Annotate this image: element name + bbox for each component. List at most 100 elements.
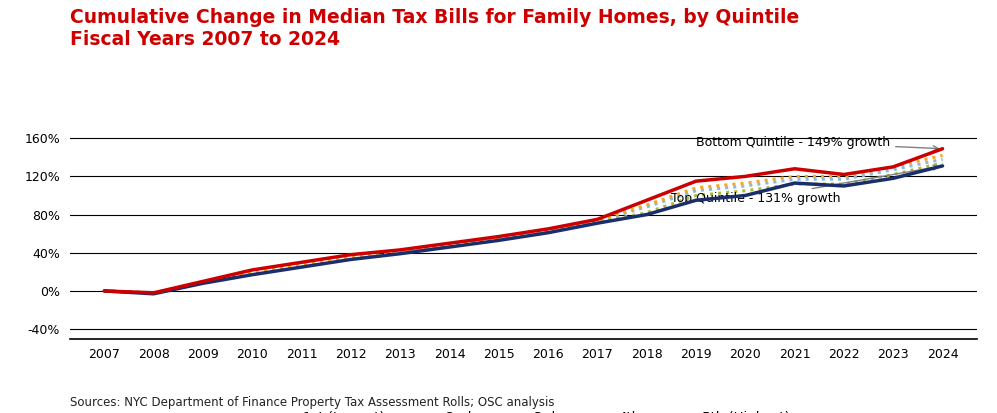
2nd: [740, 180, 752, 185]
4th: [493, 237, 504, 242]
3rd: [789, 177, 801, 182]
3rd: [936, 157, 948, 162]
3rd: [837, 177, 849, 182]
5th (Highest): [542, 230, 554, 235]
3rd: [493, 236, 504, 241]
4th: [394, 250, 406, 255]
4th: [690, 193, 702, 198]
3rd: [345, 255, 357, 260]
1st (Lowest): [641, 198, 653, 203]
1st (Lowest): [936, 146, 948, 151]
5th (Highest): [591, 221, 603, 225]
Line: 4th: 4th: [105, 163, 942, 293]
Legend: 1st (Lowest), 2nd, 3rd, 4th, 5th (Highest): 1st (Lowest), 2nd, 3rd, 4th, 5th (Highes…: [251, 406, 796, 413]
4th: [591, 220, 603, 225]
5th (Highest): [690, 198, 702, 203]
5th (Highest): [641, 212, 653, 217]
1st (Lowest): [99, 288, 111, 293]
2nd: [493, 235, 504, 240]
3rd: [690, 188, 702, 193]
3rd: [99, 288, 111, 293]
5th (Highest): [99, 288, 111, 293]
2nd: [99, 288, 111, 293]
3rd: [295, 263, 307, 268]
2nd: [936, 153, 948, 158]
5th (Highest): [197, 281, 209, 286]
5th (Highest): [887, 176, 899, 181]
2nd: [197, 280, 209, 285]
1st (Lowest): [887, 164, 899, 169]
2nd: [295, 262, 307, 267]
5th (Highest): [740, 193, 752, 198]
4th: [246, 271, 258, 276]
1st (Lowest): [345, 252, 357, 257]
4th: [345, 256, 357, 261]
Text: Cumulative Change in Median Tax Bills for Family Homes, by Quintile
Fiscal Years: Cumulative Change in Median Tax Bills fo…: [70, 8, 799, 49]
Text: Sources: NYC Department of Finance Property Tax Assessment Rolls; OSC analysis: Sources: NYC Department of Finance Prope…: [70, 396, 554, 409]
3rd: [197, 280, 209, 285]
5th (Highest): [148, 291, 160, 296]
3rd: [444, 243, 456, 248]
2nd: [789, 174, 801, 179]
1st (Lowest): [740, 174, 752, 179]
3rd: [246, 271, 258, 275]
1st (Lowest): [197, 279, 209, 284]
4th: [837, 182, 849, 187]
5th (Highest): [345, 257, 357, 262]
1st (Lowest): [789, 166, 801, 171]
1st (Lowest): [148, 290, 160, 295]
Line: 2nd: 2nd: [105, 155, 942, 293]
5th (Highest): [295, 265, 307, 270]
2nd: [542, 228, 554, 233]
5th (Highest): [789, 180, 801, 185]
4th: [542, 229, 554, 234]
2nd: [690, 185, 702, 190]
2nd: [641, 202, 653, 207]
5th (Highest): [246, 272, 258, 277]
2nd: [345, 254, 357, 259]
3rd: [591, 219, 603, 224]
1st (Lowest): [690, 179, 702, 184]
1st (Lowest): [591, 217, 603, 222]
3rd: [740, 183, 752, 188]
3rd: [641, 204, 653, 209]
1st (Lowest): [246, 268, 258, 273]
2nd: [394, 248, 406, 253]
4th: [641, 210, 653, 215]
Text: Top Quintile - 131% growth: Top Quintile - 131% growth: [671, 165, 938, 205]
3rd: [394, 249, 406, 254]
4th: [740, 188, 752, 193]
4th: [789, 182, 801, 187]
5th (Highest): [394, 251, 406, 256]
4th: [444, 244, 456, 249]
5th (Highest): [493, 238, 504, 243]
4th: [99, 288, 111, 293]
2nd: [591, 218, 603, 223]
1st (Lowest): [837, 172, 849, 177]
4th: [295, 263, 307, 268]
3rd: [887, 167, 899, 172]
1st (Lowest): [295, 260, 307, 265]
2nd: [246, 269, 258, 274]
Line: 5th (Highest): 5th (Highest): [105, 166, 942, 294]
1st (Lowest): [444, 241, 456, 246]
4th: [148, 290, 160, 295]
Line: 1st (Lowest): 1st (Lowest): [105, 149, 942, 293]
5th (Highest): [936, 164, 948, 169]
2nd: [837, 174, 849, 179]
2nd: [887, 164, 899, 169]
4th: [936, 161, 948, 166]
2nd: [148, 290, 160, 295]
3rd: [542, 228, 554, 233]
4th: [197, 281, 209, 286]
5th (Highest): [837, 183, 849, 188]
1st (Lowest): [542, 226, 554, 231]
3rd: [148, 290, 160, 295]
Line: 3rd: 3rd: [105, 159, 942, 293]
Text: Bottom Quintile - 149% growth: Bottom Quintile - 149% growth: [696, 135, 938, 151]
5th (Highest): [444, 244, 456, 249]
1st (Lowest): [493, 234, 504, 239]
2nd: [444, 242, 456, 247]
1st (Lowest): [394, 247, 406, 252]
4th: [887, 172, 899, 177]
